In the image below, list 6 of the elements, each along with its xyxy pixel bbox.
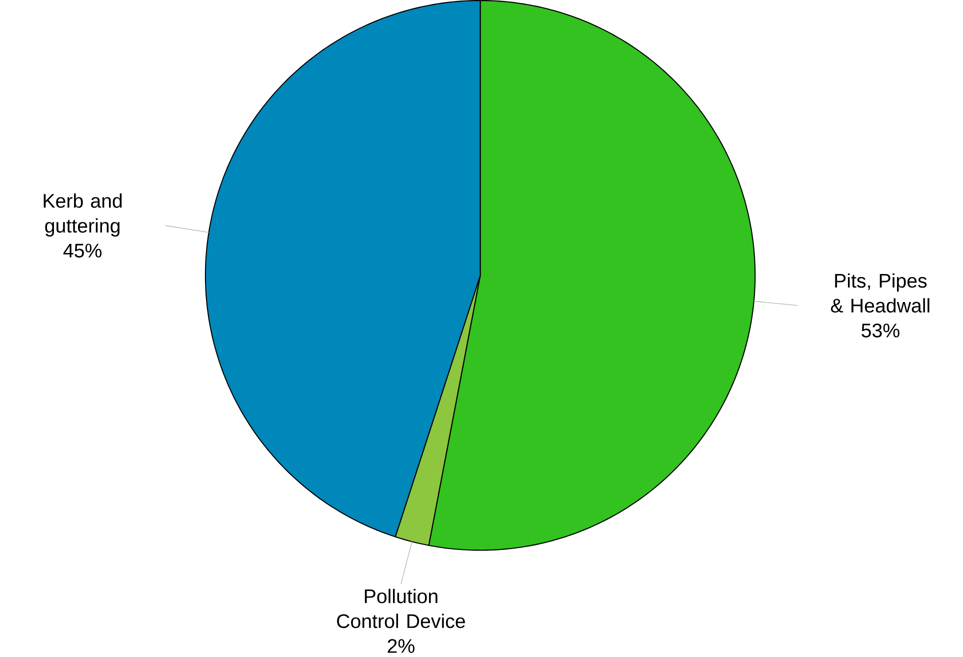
slice-label: Pits, Pipes & Headwall xyxy=(830,273,930,312)
data-label: 2% xyxy=(388,638,414,653)
slice-label: Pollution Control Device xyxy=(337,588,465,628)
slice-label: Kerb and guttering xyxy=(44,193,122,236)
data-label: 53% xyxy=(862,323,900,338)
data-label: 45% xyxy=(63,244,102,258)
